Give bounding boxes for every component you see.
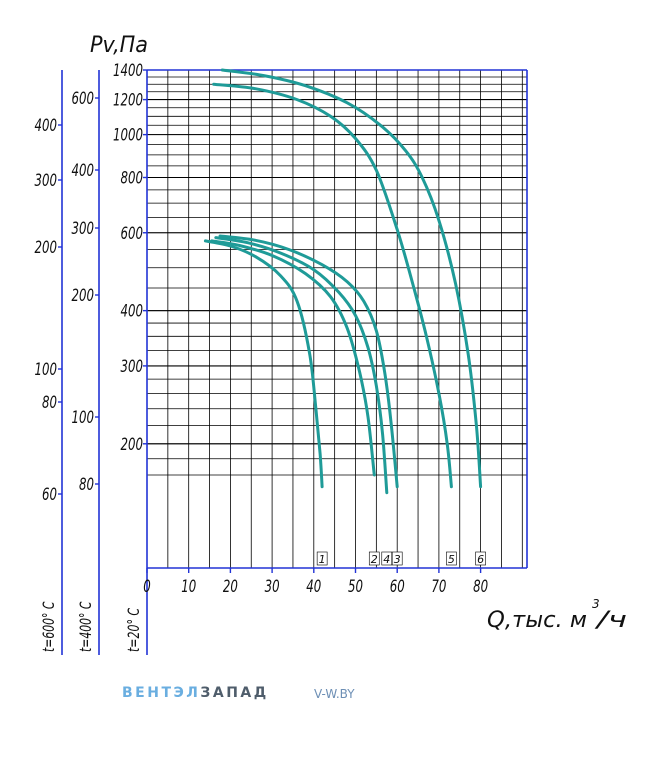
series-label-3: 3 — [394, 553, 401, 566]
series-curve-3 — [218, 234, 399, 489]
x-axis-title: Q,тыс. м — [487, 608, 587, 633]
x-tick-label: 0 — [143, 577, 151, 597]
y-axis-title: Pv,Па — [90, 33, 148, 58]
series-curve-1 — [203, 239, 324, 489]
x-axis-title-tail: /ч — [594, 608, 627, 633]
series-label-1: 1 — [319, 553, 326, 566]
temp-axis-label: t=400° С — [76, 601, 95, 652]
temp-axis-tick-label: 400 — [72, 161, 95, 181]
series-label-4: 4 — [383, 553, 390, 566]
x-tick-label: 60 — [390, 577, 405, 597]
grid — [147, 69, 527, 568]
series-curve-6 — [220, 68, 483, 489]
y-tick-label: 200 — [121, 435, 144, 455]
series-curve-5 — [212, 82, 453, 489]
temp-axis-label: t=20° С — [124, 607, 143, 652]
temp-axis-tick-label: 80 — [42, 393, 57, 413]
temperature-axes: t=20° С 80 100 200 300 400 600 t=400° С 60 80 100 2… — [35, 70, 143, 655]
series-label-box — [381, 551, 393, 566]
series-label-2: 2 — [371, 553, 378, 566]
y-tick-label: 1400 — [113, 61, 143, 81]
temp-axis-tick-label: 100 — [72, 408, 95, 428]
x-axis-title-superscript: 3 — [592, 597, 600, 611]
series-label-box — [316, 551, 328, 566]
y-tick-label: 300 — [121, 357, 144, 377]
temp-axis-tick-label: 300 — [35, 171, 58, 191]
x-tick-label: 70 — [431, 577, 446, 597]
brand-part1: ВЕНТЭЛ — [122, 685, 201, 701]
series-label-box — [368, 551, 380, 566]
labels: Pv,Па Q,тыс. м 3/ч — [90, 33, 627, 633]
y-tick-label: 1200 — [113, 91, 143, 111]
temp-axis-tick-label: 200 — [35, 238, 58, 258]
axes: 200 300 400 600 800 1000 1200 1400 0 10 20 30 40 50 60… — [113, 61, 528, 655]
x-tick-label: 80 — [473, 577, 488, 597]
temp-axis-label: t=600° С — [39, 601, 58, 652]
temp-axis-tick-label: 200 — [72, 286, 95, 306]
brand-part2: ЗАПАД — [200, 685, 269, 701]
x-tick-label: 30 — [265, 577, 280, 597]
temp-axis-tick-label: 400 — [35, 116, 58, 136]
x-tick-label: 50 — [348, 577, 363, 597]
series-label-box — [391, 551, 403, 566]
temp-axis-tick-label: 300 — [72, 219, 95, 239]
series-curve-4 — [214, 236, 389, 495]
y-tick-label: 1000 — [113, 126, 143, 146]
series-label-box — [475, 551, 486, 566]
site-url: V-W.BY — [314, 687, 355, 701]
y-tick-label: 600 — [121, 224, 144, 244]
temp-axis-tick-label: 600 — [72, 89, 95, 109]
series-label-5: 5 — [448, 553, 455, 566]
temp-axis-tick-label: 60 — [42, 485, 57, 505]
y-tick-label: 400 — [121, 302, 144, 322]
series-label-6: 6 — [477, 553, 484, 566]
temp-axis-tick-label: 100 — [35, 360, 58, 380]
temp-axis-tick-label: 80 — [79, 475, 94, 495]
series-label-box — [446, 551, 457, 566]
x-tick-label: 20 — [223, 577, 238, 597]
x-tick-label: 10 — [181, 577, 196, 597]
brand-logo: ВЕНТЭЛЗАПАД — [122, 685, 269, 701]
y-tick-label: 800 — [121, 168, 144, 188]
series-curve-2 — [210, 239, 376, 477]
x-tick-label: 40 — [306, 577, 321, 597]
